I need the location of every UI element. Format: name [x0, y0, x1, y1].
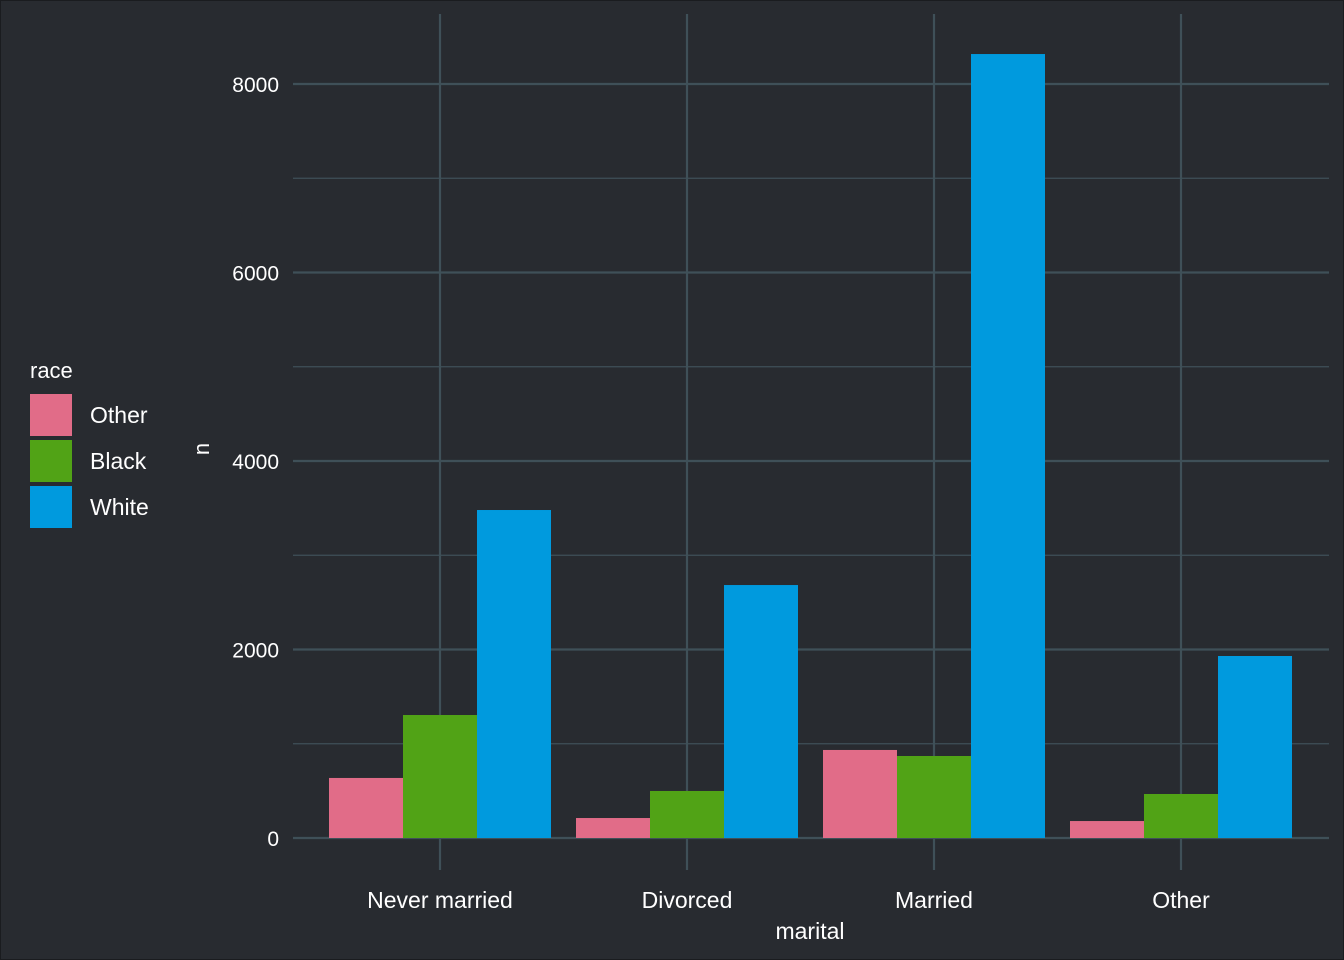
x-axis-label: marital [775, 918, 845, 944]
y-tick-label: 6000 [232, 263, 279, 286]
bar-other [823, 749, 897, 838]
legend-label: Other [90, 401, 148, 428]
bar-other [329, 777, 403, 838]
legend-label: White [90, 493, 149, 520]
x-tick-label: Married [895, 887, 973, 913]
y-tick-label: 4000 [232, 451, 279, 474]
legend-label: Black [90, 447, 147, 474]
bar-white [477, 510, 551, 838]
legend-title: race [30, 358, 73, 383]
legend-swatch-black [30, 440, 72, 482]
legend-swatch-white [30, 486, 72, 528]
bar-black [650, 790, 724, 838]
bar-white [724, 585, 798, 838]
bar-black [897, 756, 971, 838]
legend-item-black: Black [30, 438, 149, 484]
bar-white [1218, 656, 1292, 838]
x-tick-label: Other [1152, 887, 1210, 913]
legend-item-other: Other [30, 392, 149, 438]
bar-other [1070, 821, 1144, 838]
legend: race Other Black White [30, 358, 149, 530]
x-tick-label: Never married [367, 887, 513, 913]
legend-swatch-other [30, 394, 72, 436]
y-tick-label: 8000 [232, 74, 279, 97]
bar-black [403, 715, 477, 838]
x-tick-label: Divorced [642, 887, 733, 913]
y-axis-label: n [189, 442, 215, 456]
bar-white [971, 54, 1045, 838]
y-tick-label: 2000 [232, 640, 279, 663]
bar-black [1144, 793, 1218, 838]
bar-other [576, 818, 650, 838]
legend-item-white: White [30, 484, 149, 530]
y-tick-label: 0 [267, 828, 279, 851]
